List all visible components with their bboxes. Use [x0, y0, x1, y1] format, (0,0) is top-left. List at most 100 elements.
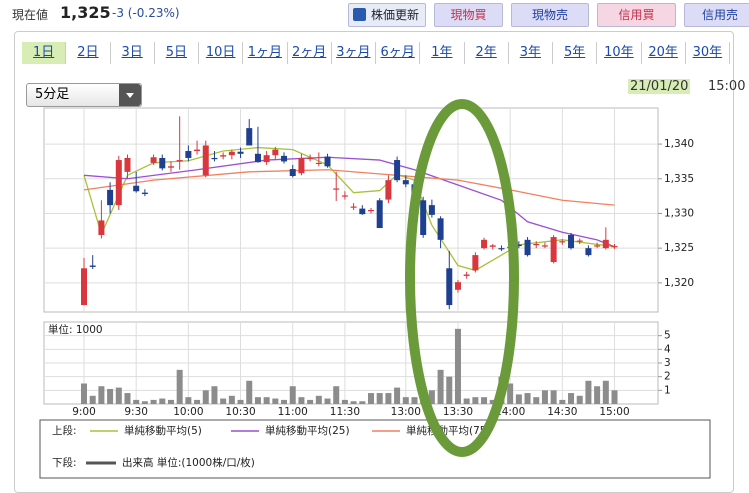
legend-entry: 出来高 単位:(1000株/口/枚)	[122, 456, 255, 469]
candle-body	[211, 157, 218, 160]
y-tick-label: 1,340	[664, 138, 694, 150]
period-tab[interactable]: 5日	[155, 42, 199, 64]
action-button[interactable]: 信用売	[684, 3, 749, 27]
volume-bar	[437, 369, 444, 404]
period-tab[interactable]: 2日	[66, 42, 111, 64]
y-tick-label: 1,320	[664, 277, 694, 289]
volume-bar	[524, 393, 531, 404]
volume-bar	[89, 395, 96, 404]
arrow-icon	[126, 93, 134, 98]
candle-body	[307, 157, 314, 160]
y-tick-label: 5	[664, 330, 671, 342]
candle-body	[89, 265, 96, 267]
candle-body	[402, 180, 409, 185]
candle-body	[98, 220, 105, 235]
x-tick-label: 10:30	[225, 406, 255, 418]
candle-body	[550, 237, 557, 263]
action-button[interactable]: 株価更新	[348, 3, 426, 27]
candle-body	[81, 268, 88, 306]
volume-bar	[98, 386, 105, 404]
candle-body	[359, 208, 366, 215]
action-button[interactable]: 現物買	[434, 3, 503, 27]
candle-body	[472, 255, 479, 271]
period-tab[interactable]: 2ヶ月	[288, 42, 332, 64]
volume-bar	[454, 328, 461, 404]
volume-bar	[385, 393, 392, 404]
period-tab[interactable]: 6ヶ月	[376, 42, 421, 64]
volume-bar	[307, 399, 314, 404]
volume-bar	[428, 390, 435, 404]
legend-entry: 単純移動平均(5)	[124, 424, 202, 437]
candle-body	[133, 185, 140, 192]
y-tick-label: 1	[664, 384, 671, 396]
volume-bar	[185, 397, 192, 404]
volume-bar	[602, 380, 609, 404]
chart: 上段: 下段: 9:00 9:30 10:00 10:30 11:00 11:30 13:0…	[39, 107, 711, 479]
legend-entry: 単純移動平均(75)	[406, 424, 491, 437]
volume-bar	[481, 397, 488, 404]
volume-bar	[289, 386, 296, 404]
volume-bar	[568, 393, 575, 404]
volume-bar	[194, 399, 201, 404]
action-buttons: 株価更新 現物買 現物売 信用買 信用売	[348, 3, 749, 27]
action-button[interactable]: 現物売	[511, 3, 589, 27]
period-tab[interactable]: 3ヶ月	[332, 42, 376, 64]
candle-body	[315, 162, 322, 165]
period-tab[interactable]: 3日	[111, 42, 155, 64]
candle-body	[585, 248, 592, 256]
candle-body	[254, 153, 261, 163]
y-tick-label: 1,330	[664, 207, 694, 219]
volume-bar	[167, 399, 174, 404]
period-tab[interactable]: 20年	[642, 42, 686, 64]
volume-bar	[176, 369, 183, 404]
volume-bar	[228, 395, 235, 404]
price-label: 現在値	[12, 8, 49, 22]
volume-bar	[394, 387, 401, 404]
volume-bar	[463, 398, 470, 404]
volume-bar	[489, 399, 496, 404]
candle-body	[515, 244, 522, 247]
volume-unit-label: 単位: 1000	[48, 323, 103, 336]
volume-bar	[159, 398, 166, 404]
candle-body	[541, 245, 548, 247]
candle-body	[333, 188, 340, 190]
period-tab[interactable]: 1日	[22, 42, 67, 64]
period-tab[interactable]: 2年	[465, 42, 509, 64]
interval-select[interactable]: 5分足	[26, 83, 142, 107]
volume-bar	[507, 383, 514, 404]
legend-box	[39, 419, 711, 479]
action-button[interactable]: 信用買	[597, 3, 676, 27]
candle-body	[437, 218, 444, 240]
candle-body	[463, 274, 470, 276]
period-tab[interactable]: 10年	[597, 42, 642, 64]
volume-bar	[472, 397, 479, 404]
period-tab[interactable]: 10日	[199, 42, 244, 64]
candle-body	[446, 268, 453, 306]
price-change: -3 (-0.23%)	[112, 6, 180, 20]
candle-body	[385, 180, 392, 200]
volume-bar	[611, 390, 618, 404]
y-tick-label: 4	[664, 343, 671, 355]
candle-body	[107, 189, 114, 206]
volume-bar	[533, 397, 540, 404]
candle-body	[263, 155, 270, 163]
moving-average-line	[83, 156, 615, 248]
candle-body	[281, 155, 288, 162]
period-tab[interactable]: 1ヶ月	[243, 42, 288, 64]
volume-bar	[315, 395, 322, 404]
volume-bar	[333, 386, 340, 404]
candle-body	[194, 149, 201, 152]
volume-bar	[107, 388, 114, 404]
volume-bar	[411, 397, 418, 404]
period-tab[interactable]: 1年	[420, 42, 465, 64]
x-tick-label: 9:30	[124, 406, 148, 418]
period-tab[interactable]: 30年	[686, 42, 730, 64]
period-tab[interactable]: 5年	[553, 42, 598, 64]
candle-body	[298, 157, 305, 174]
period-tab[interactable]: 3年	[509, 42, 553, 64]
legend-entry: 単純移動平均(25)	[265, 424, 350, 437]
volume-bar	[246, 380, 253, 404]
volume-bar	[341, 399, 348, 404]
volume-bar	[124, 393, 131, 404]
volume-bar	[324, 398, 331, 404]
